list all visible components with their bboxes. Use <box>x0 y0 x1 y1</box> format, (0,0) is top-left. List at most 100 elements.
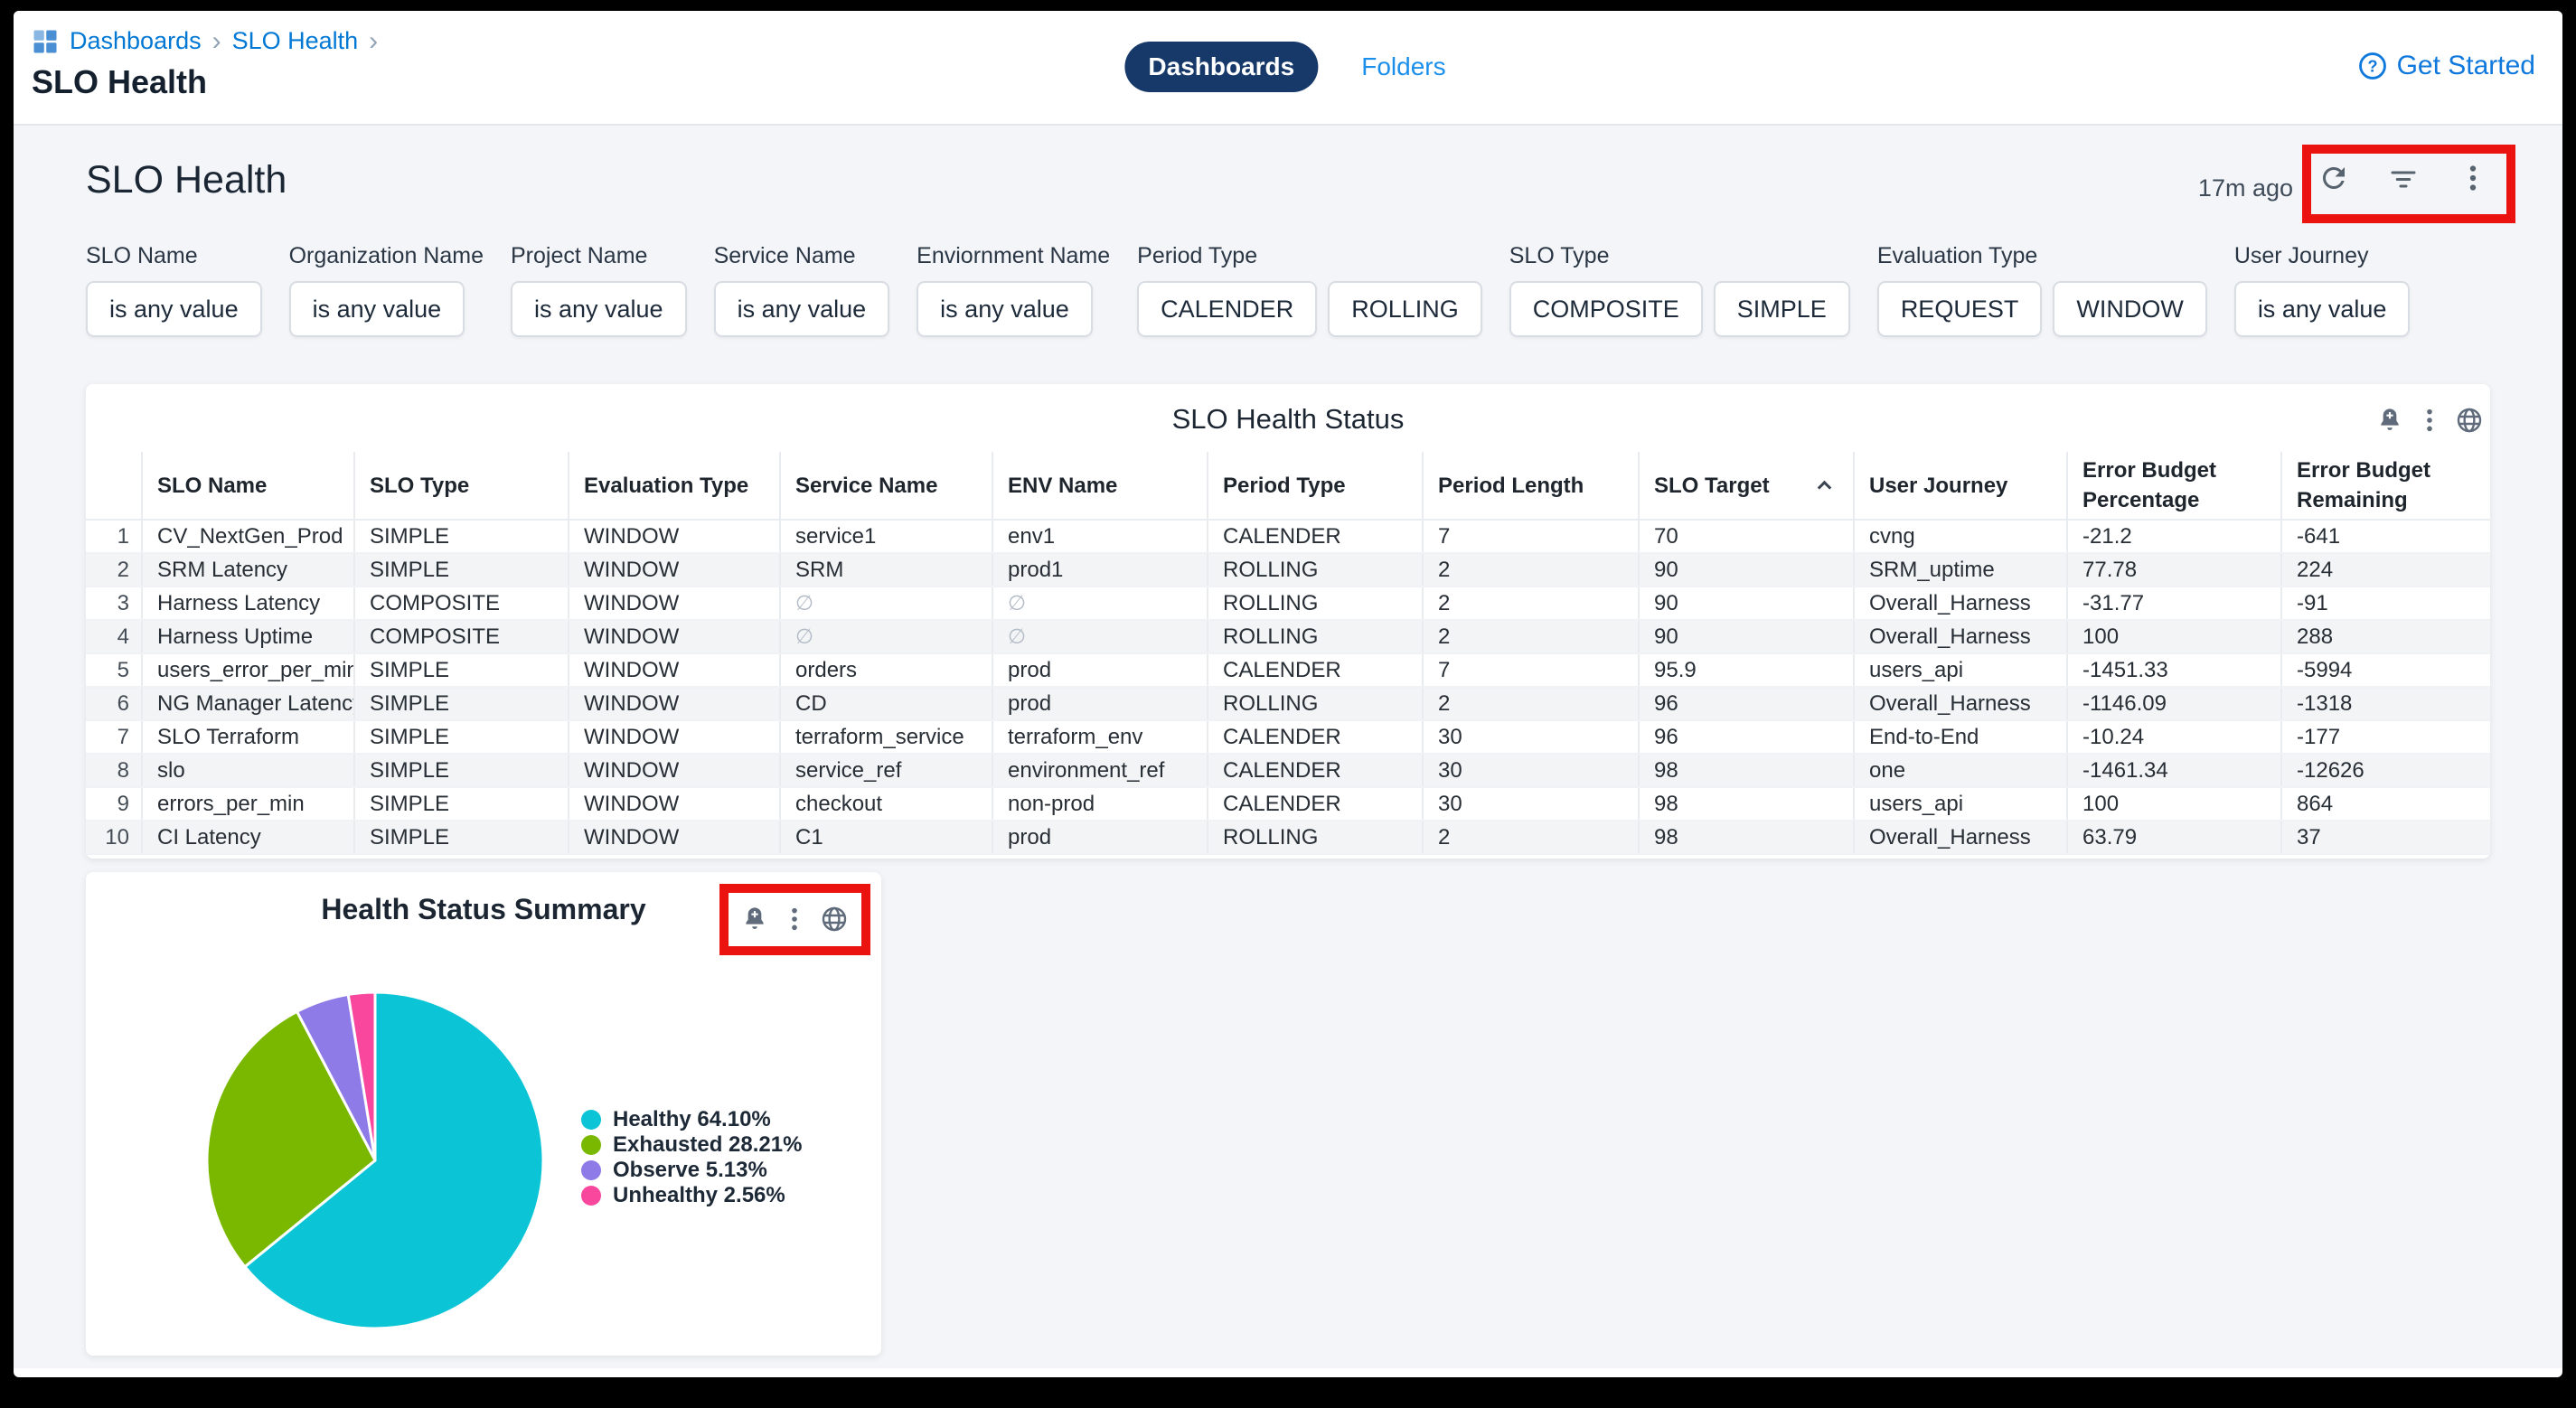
alert-bell-icon[interactable] <box>740 905 769 934</box>
filter-chip[interactable]: is any value <box>510 281 687 337</box>
breadcrumb-slo-health-link[interactable]: SLO Health <box>231 27 359 54</box>
table-cell: SIMPLE <box>353 754 569 788</box>
table-row: 9 errors_per_min SIMPLE WINDOW checkout non-p… <box>86 787 2490 821</box>
globe-icon[interactable] <box>2455 406 2484 435</box>
get-started-button[interactable]: ? Get Started <box>2357 51 2535 81</box>
kebab-menu-icon[interactable] <box>780 905 809 934</box>
filter-chip[interactable]: WINDOW <box>2053 281 2207 337</box>
table-cell: 37 <box>2280 821 2490 855</box>
filter-chip[interactable]: is any value <box>86 281 262 337</box>
table-cell: 70 <box>1638 520 1854 554</box>
alert-bell-icon[interactable] <box>2375 406 2404 435</box>
tile-header: SLO Health Status <box>86 384 2490 452</box>
table-cell: SIMPLE <box>353 720 569 755</box>
top-navigation-bar: Dashboards › SLO Health › SLO Health Das… <box>14 11 2562 126</box>
table-cell: SRM <box>779 553 992 587</box>
table-cell: SRM_uptime <box>1853 553 2067 587</box>
chevron-right-icon: › <box>369 26 379 56</box>
filter-label: Enviornment Name <box>917 243 1111 268</box>
table-cell: WINDOW <box>568 720 780 755</box>
kebab-menu-icon[interactable] <box>2457 162 2489 194</box>
filter-chip[interactable]: COMPOSITE <box>1509 281 1703 337</box>
dashboard-toolbar <box>2317 162 2489 194</box>
column-header[interactable]: SLO Name <box>141 452 354 521</box>
table-cell: CALENDER <box>1207 720 1423 755</box>
filter-chip[interactable]: REQUEST <box>1876 281 2043 337</box>
legend-item[interactable]: Observe 5.13% <box>581 1158 802 1183</box>
table-cell: SRM Latency <box>141 553 354 587</box>
table-cell: terraform_service <box>779 720 992 755</box>
table-cell: 2 <box>1422 587 1639 621</box>
kebab-menu-icon[interactable] <box>2415 406 2444 435</box>
column-header[interactable]: Period Type <box>1207 452 1423 521</box>
pie-slice-exhausted <box>205 1009 377 1269</box>
table-cell: -31.77 <box>2066 587 2281 621</box>
column-header[interactable]: ENV Name <box>992 452 1208 521</box>
table-row: 2 SRM Latency SIMPLE WINDOW SRM prod1 ROLLING 2… <box>86 553 2490 587</box>
filter-group: Evaluation Type REQUEST WINDOW <box>1876 243 2207 337</box>
table-cell: checkout <box>779 787 992 821</box>
row-number: 9 <box>86 787 142 821</box>
table-row: 3 Harness Latency COMPOSITE WINDOW ∅ ∅ ROLLING… <box>86 587 2490 621</box>
table-cell: -177 <box>2280 720 2490 755</box>
table-cell: 98 <box>1638 821 1854 855</box>
tab-dashboards[interactable]: Dashboards <box>1124 42 1319 92</box>
chevron-right-icon: › <box>212 26 221 56</box>
filter-icon[interactable] <box>2387 162 2420 194</box>
table-cell: Overall_Harness <box>1853 620 2067 654</box>
table-cell: 30 <box>1422 754 1639 788</box>
table-cell: COMPOSITE <box>353 620 569 654</box>
table-row: 6 NG Manager Latency SIMPLE WINDOW CD prod ROL… <box>86 687 2490 721</box>
app-window: Dashboards › SLO Health › SLO Health Das… <box>14 11 2562 1377</box>
pie-slice-healthy <box>243 990 545 1330</box>
column-header[interactable]: SLO Type <box>353 452 569 521</box>
table-cell: 90 <box>1638 587 1854 621</box>
table-cell: ∅ <box>779 620 992 654</box>
filter-chip[interactable]: is any value <box>2233 281 2411 337</box>
column-header[interactable]: Evaluation Type <box>568 452 780 521</box>
tile-title: Health Status Summary <box>321 893 646 925</box>
table-cell: -1451.33 <box>2066 653 2281 688</box>
table-cell: environment_ref <box>992 754 1208 788</box>
filter-chip[interactable]: SIMPLE <box>1713 281 1850 337</box>
table-cell: CALENDER <box>1207 787 1423 821</box>
filter-chip[interactable]: ROLLING <box>1328 281 1482 337</box>
row-number: 3 <box>86 587 142 621</box>
table-cell: 98 <box>1638 787 1854 821</box>
legend-label: Exhausted 28.21% <box>613 1132 803 1157</box>
breadcrumb-dashboards-link[interactable]: Dashboards <box>70 27 202 54</box>
table-cell: Harness Latency <box>141 587 354 621</box>
table-cell: SIMPLE <box>353 520 569 554</box>
column-header[interactable]: Error Budget Percentage <box>2066 452 2281 521</box>
row-number: 1 <box>86 520 142 554</box>
table-cell: Harness Uptime <box>141 620 354 654</box>
table-cell: WINDOW <box>568 553 780 587</box>
filter-group: Organization Name is any value <box>288 243 484 337</box>
filter-chip[interactable]: CALENDER <box>1137 281 1318 337</box>
table-cell: non-prod <box>992 787 1208 821</box>
table-cell: C1 <box>779 821 992 855</box>
column-header[interactable]: SLO Target <box>1638 452 1854 521</box>
filter-chip[interactable]: is any value <box>917 281 1093 337</box>
tile-actions <box>740 905 849 934</box>
column-header[interactable]: Error Budget Remaining <box>2280 452 2490 521</box>
column-header[interactable]: Period Length <box>1422 452 1639 521</box>
legend-item[interactable]: Unhealthy 2.56% <box>581 1183 802 1208</box>
tab-folders[interactable]: Folders <box>1356 52 1451 82</box>
filter-label: Period Type <box>1137 243 1258 268</box>
legend-item[interactable]: Healthy 64.10% <box>581 1107 802 1132</box>
filter-chip[interactable]: is any value <box>713 281 890 337</box>
table-cell: Overall_Harness <box>1853 587 2067 621</box>
column-header[interactable]: User Journey <box>1853 452 2067 521</box>
filter-chip[interactable]: is any value <box>288 281 465 337</box>
table-row: 1 CV_NextGen_Prod SIMPLE WINDOW service1 env1… <box>86 520 2490 554</box>
globe-icon[interactable] <box>820 905 849 934</box>
table-cell: 30 <box>1422 720 1639 755</box>
column-header[interactable]: Service Name <box>779 452 992 521</box>
table-cell: WINDOW <box>568 687 780 721</box>
table-cell: prod1 <box>992 553 1208 587</box>
legend-item[interactable]: Exhausted 28.21% <box>581 1132 802 1158</box>
table-cell: ROLLING <box>1207 553 1423 587</box>
refresh-icon[interactable] <box>2317 162 2350 194</box>
filter-label: Project Name <box>510 243 648 268</box>
